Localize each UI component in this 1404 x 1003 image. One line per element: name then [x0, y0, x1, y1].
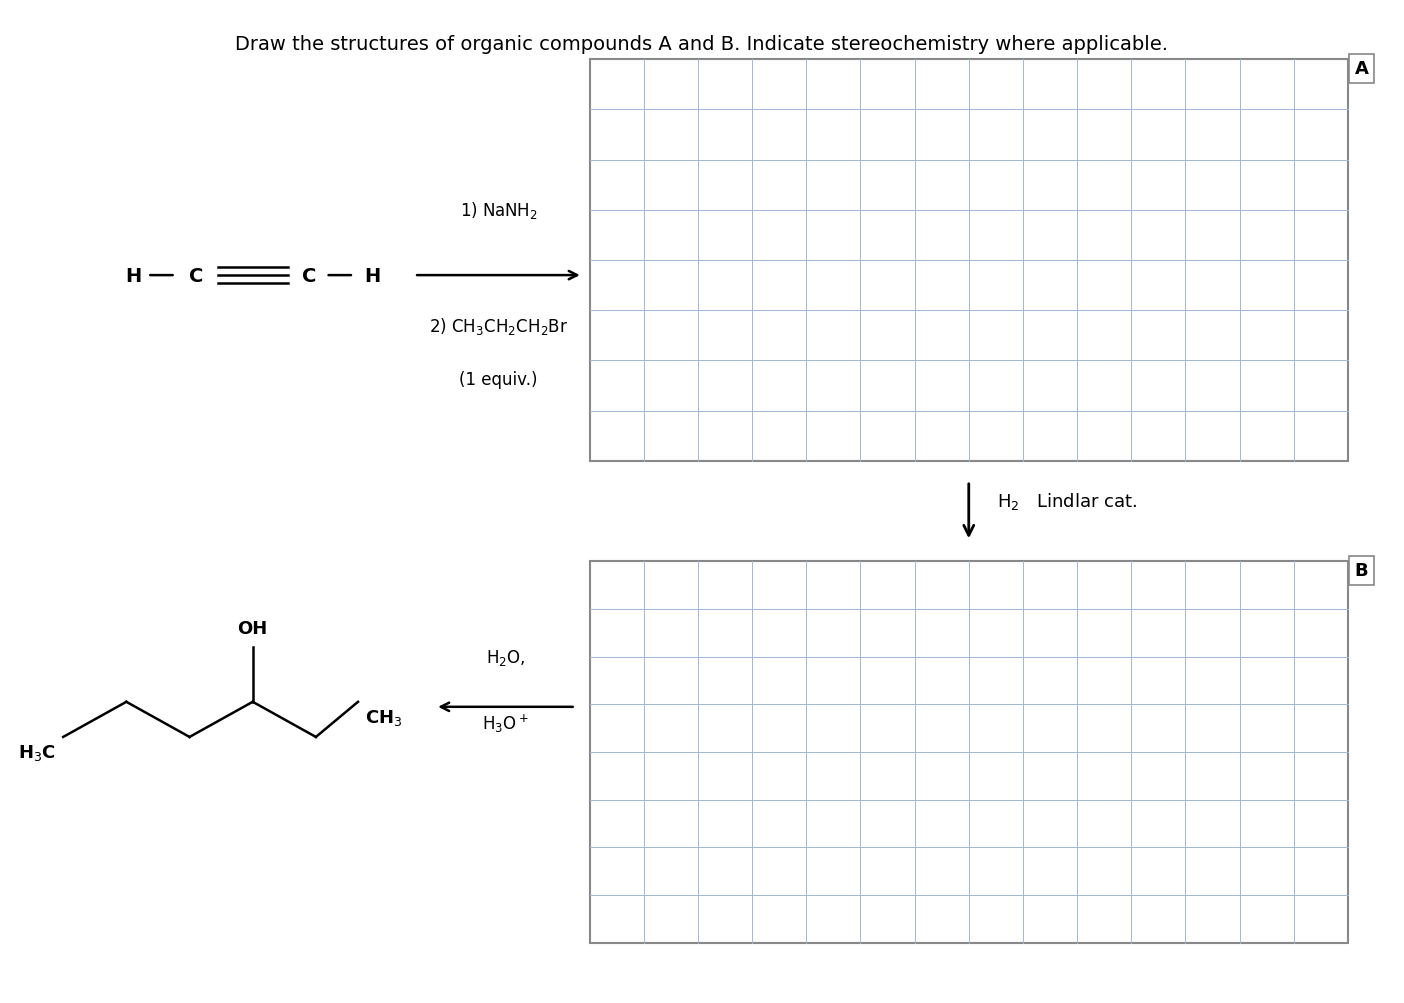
FancyBboxPatch shape	[590, 562, 1348, 943]
Text: C: C	[302, 267, 316, 285]
Text: CH$_3$: CH$_3$	[365, 707, 403, 727]
Text: Draw the structures of organic compounds A and B. Indicate stereochemistry where: Draw the structures of organic compounds…	[236, 35, 1168, 54]
FancyBboxPatch shape	[590, 60, 1348, 461]
Text: H$_2$O,: H$_2$O,	[486, 647, 525, 667]
Text: H$_3$C: H$_3$C	[18, 742, 56, 762]
Text: 2) CH$_3$CH$_2$CH$_2$Br: 2) CH$_3$CH$_2$CH$_2$Br	[428, 316, 569, 337]
Text: H$_2$   Lindlar cat.: H$_2$ Lindlar cat.	[997, 491, 1137, 512]
Text: H: H	[125, 267, 142, 285]
Text: (1 equiv.): (1 equiv.)	[459, 371, 538, 389]
Text: B: B	[1355, 562, 1369, 580]
Text: A: A	[1355, 60, 1369, 78]
Text: H: H	[364, 267, 380, 285]
Text: C: C	[190, 267, 204, 285]
Text: H$_3$O$^+$: H$_3$O$^+$	[482, 712, 529, 734]
Text: 1) NaNH$_2$: 1) NaNH$_2$	[459, 200, 538, 221]
Text: OH: OH	[237, 619, 268, 637]
